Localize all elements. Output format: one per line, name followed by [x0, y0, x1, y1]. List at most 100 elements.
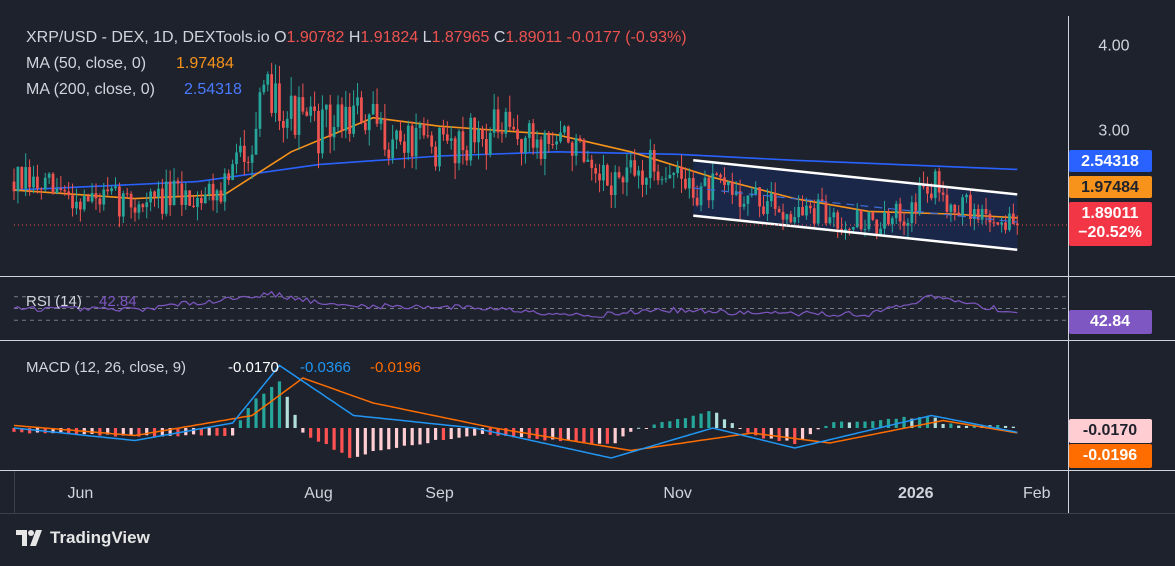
macd-bar — [137, 428, 141, 437]
candle-body — [629, 160, 633, 168]
candle-body — [875, 219, 879, 235]
candle-body — [555, 141, 558, 145]
candle-body — [332, 126, 336, 138]
candle-body — [890, 218, 894, 225]
candle-body — [43, 177, 47, 190]
macd-bar — [871, 421, 875, 428]
macd-bar — [316, 428, 321, 442]
macd-bar — [207, 428, 211, 436]
macd-bar — [715, 412, 719, 428]
tradingview-icon — [16, 530, 42, 546]
macd-bar — [277, 381, 282, 428]
candle-body — [520, 139, 523, 153]
candle-body — [274, 83, 277, 113]
candle-body — [395, 130, 398, 140]
candle-body — [262, 84, 266, 93]
macd-bar — [215, 428, 219, 436]
macd-bar — [621, 428, 625, 437]
candle-body — [313, 106, 316, 111]
candle-body — [598, 173, 601, 181]
candle-body — [379, 118, 383, 124]
legend-item: C — [494, 29, 506, 46]
tradingview-logo[interactable]: TradingView — [16, 528, 150, 548]
candle-body — [617, 172, 621, 178]
candle-body — [309, 106, 313, 116]
macd-badge-bg — [1069, 419, 1152, 443]
candle-body — [965, 194, 968, 198]
candle-body — [301, 97, 305, 112]
macd-bar — [145, 428, 149, 436]
macd-bar — [676, 419, 680, 428]
candle-body — [410, 125, 414, 157]
candle-body — [32, 176, 35, 188]
candle-body — [102, 189, 106, 205]
candle-body — [926, 186, 929, 194]
candle-body — [67, 191, 71, 196]
candle-body — [426, 135, 430, 137]
candle-body — [371, 104, 375, 115]
candle-body — [367, 114, 371, 131]
macd-bar — [699, 413, 703, 428]
candle-body — [524, 137, 527, 153]
candle-body — [285, 118, 289, 128]
candles — [12, 62, 1019, 240]
candle-body — [94, 193, 98, 199]
candle-body — [406, 125, 410, 153]
macd-bar — [160, 428, 164, 437]
close-badge-text: −20.52% — [1078, 224, 1142, 241]
candle-body — [129, 193, 133, 208]
time-axis-label: Jun — [67, 485, 93, 502]
candle-body — [574, 138, 578, 156]
macd-bar — [457, 428, 461, 438]
candle-body — [184, 190, 188, 205]
candle-body — [438, 127, 441, 167]
macd-bar — [808, 428, 812, 435]
macd-bar — [964, 425, 969, 428]
macd-bar — [566, 428, 570, 441]
legend-item: 1.87965 — [432, 29, 494, 46]
macd-bar — [473, 428, 477, 436]
macd-bar — [886, 418, 891, 428]
candle-body — [328, 104, 332, 138]
macd-bar — [262, 393, 266, 428]
candle-body — [492, 109, 496, 133]
legend-item: 1.90782 — [287, 29, 349, 46]
macd-bar — [191, 428, 196, 435]
candle-body — [695, 197, 699, 206]
candle-body — [484, 139, 488, 155]
candle-body — [793, 217, 797, 223]
price-axis-tick: 3.00 — [1098, 122, 1129, 139]
candle-body — [684, 178, 687, 189]
candle-body — [727, 181, 730, 186]
rsi-badge: 42.84 — [1069, 310, 1152, 334]
candle-body — [1015, 223, 1019, 226]
candle-body — [953, 204, 957, 213]
signal-badge-text: -0.0196 — [1083, 447, 1137, 464]
candle-body — [250, 154, 254, 163]
candle-body — [699, 186, 703, 206]
macd-bar — [246, 408, 250, 428]
candle-body — [164, 181, 168, 214]
candle-body — [235, 152, 238, 165]
macd-bar — [309, 428, 313, 438]
candle-body — [773, 193, 777, 209]
macd-bar — [800, 428, 805, 440]
candle-body — [746, 195, 750, 204]
candle-body — [972, 208, 976, 219]
macd-bar — [512, 428, 516, 438]
candle-body — [586, 159, 590, 162]
macd-bar — [324, 428, 328, 445]
candle-body — [961, 197, 964, 216]
candle-body — [336, 104, 340, 127]
macd-bar — [761, 428, 766, 439]
macd-bar — [496, 428, 500, 436]
channel-mid-line — [693, 187, 1018, 223]
macd-bar — [839, 421, 844, 428]
candle-body — [75, 201, 78, 209]
macd-hist-value: -0.0196 — [370, 359, 421, 376]
candle-body — [469, 117, 473, 161]
macd-bar — [293, 414, 297, 428]
candle-body — [707, 177, 711, 201]
candle-body — [820, 199, 824, 202]
